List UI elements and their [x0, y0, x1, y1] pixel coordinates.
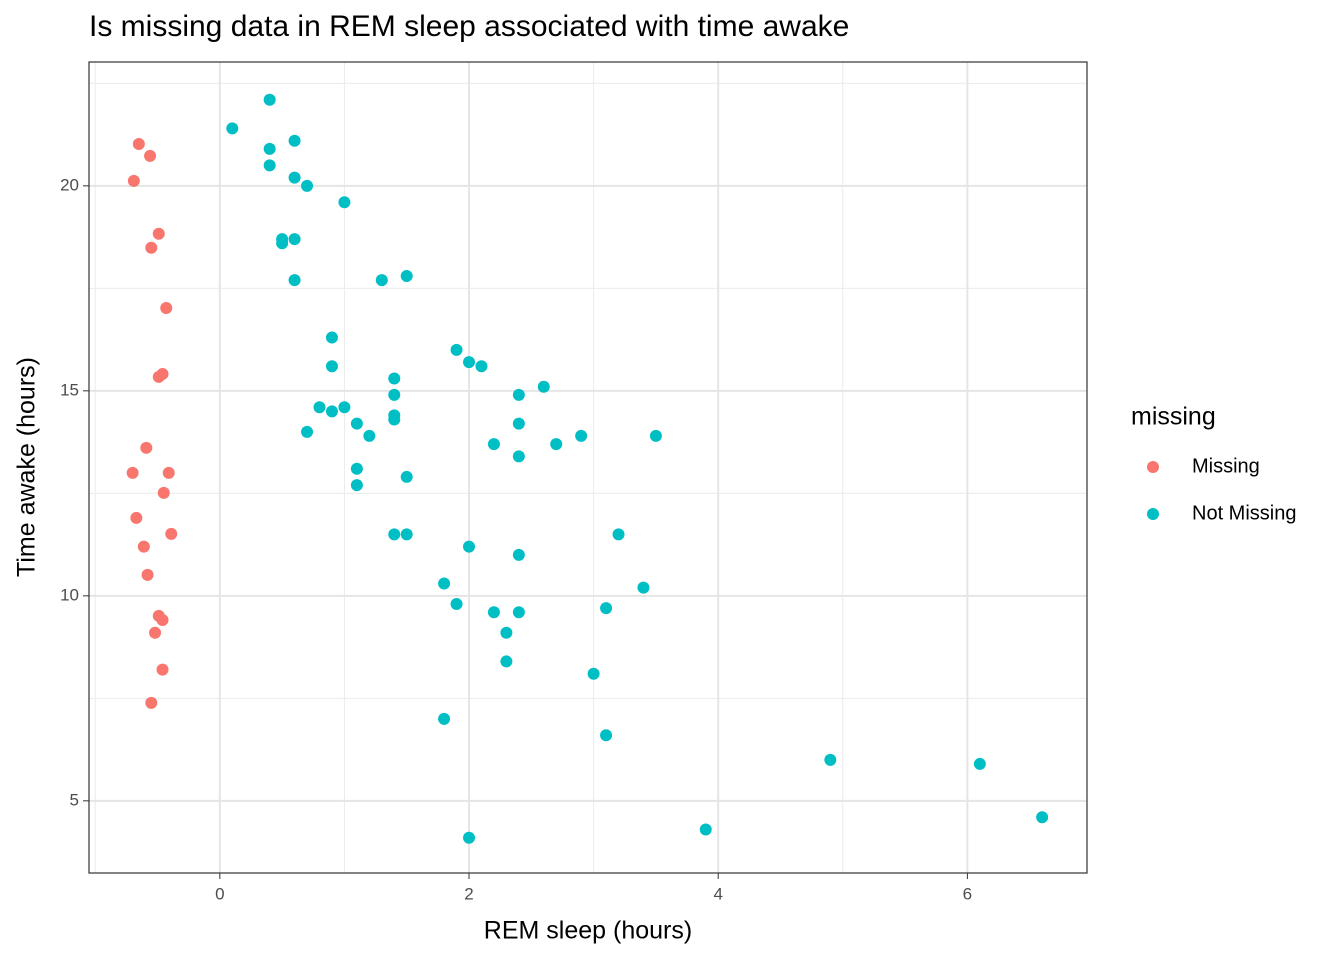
point: [438, 712, 451, 725]
point: [450, 598, 463, 611]
y-tick-label: 15: [60, 380, 79, 399]
point: [824, 753, 837, 766]
point: [500, 655, 513, 668]
point: [450, 343, 463, 356]
point: [649, 429, 662, 442]
legend-label: Missing: [1192, 455, 1260, 477]
point: [550, 438, 563, 451]
point: [156, 614, 169, 627]
point: [140, 441, 153, 454]
point: [137, 540, 150, 553]
point: [288, 134, 301, 147]
point: [301, 179, 314, 192]
chart-title: Is missing data in REM sleep associated …: [89, 10, 849, 43]
point: [438, 577, 451, 590]
y-tick-label: 20: [60, 175, 79, 194]
x-axis-label: REM sleep (hours): [484, 917, 692, 945]
point: [375, 274, 388, 287]
x-tick-label: 0: [215, 884, 224, 903]
plot-border: [88, 61, 1088, 874]
x-tick-label: 4: [713, 884, 722, 903]
point: [350, 462, 363, 475]
point: [152, 370, 165, 383]
point: [350, 479, 363, 492]
point: [165, 527, 178, 540]
point: [132, 138, 145, 151]
point: [475, 360, 488, 373]
y-tick-label: 5: [70, 790, 79, 809]
point: [575, 429, 588, 442]
point: [288, 171, 301, 184]
point: [512, 450, 525, 463]
point: [388, 413, 401, 426]
legend-label: Not Missing: [1192, 502, 1296, 524]
point: [226, 122, 239, 135]
x-tick-label: 6: [963, 884, 972, 903]
point: [144, 149, 157, 162]
point: [400, 470, 413, 483]
point: [487, 606, 500, 619]
point: [600, 602, 613, 615]
point: [463, 540, 476, 553]
point: [512, 606, 525, 619]
point: [149, 626, 162, 639]
legend-title: missing: [1131, 403, 1216, 431]
point: [263, 93, 276, 106]
point: [162, 466, 175, 479]
point: [637, 581, 650, 594]
point: [338, 401, 351, 414]
point: [487, 438, 500, 451]
y-axis-label: Time awake (hours): [13, 357, 41, 577]
point: [276, 237, 289, 250]
point: [288, 233, 301, 246]
point: [160, 302, 173, 315]
point: [325, 331, 338, 344]
point: [463, 356, 476, 369]
point: [263, 142, 276, 155]
point: [612, 528, 625, 541]
y-tick-label: 10: [60, 585, 79, 604]
legend-key: [1147, 508, 1159, 520]
point: [350, 417, 363, 430]
point: [130, 511, 143, 524]
point: [157, 486, 170, 499]
point: [141, 568, 154, 581]
point: [145, 241, 158, 254]
x-tick-label: 2: [464, 884, 473, 903]
point: [145, 696, 158, 709]
point: [973, 757, 986, 770]
point: [600, 729, 613, 742]
point: [263, 159, 276, 172]
point: [338, 196, 351, 209]
point: [301, 425, 314, 438]
point: [152, 227, 165, 240]
point: [512, 388, 525, 401]
point: [1036, 811, 1049, 824]
point: [126, 466, 139, 479]
point: [512, 548, 525, 561]
point: [537, 380, 550, 393]
point: [156, 663, 169, 676]
legend-key: [1147, 461, 1159, 473]
point: [363, 429, 376, 442]
point: [500, 626, 513, 639]
point: [400, 528, 413, 541]
point: [325, 405, 338, 418]
point: [400, 270, 413, 283]
point: [699, 823, 712, 836]
point: [313, 401, 326, 414]
point: [388, 388, 401, 401]
point: [127, 174, 140, 187]
point: [288, 274, 301, 287]
point: [587, 667, 600, 680]
point: [388, 528, 401, 541]
point: [463, 831, 476, 844]
point: [388, 372, 401, 385]
point: [512, 417, 525, 430]
point: [325, 360, 338, 373]
